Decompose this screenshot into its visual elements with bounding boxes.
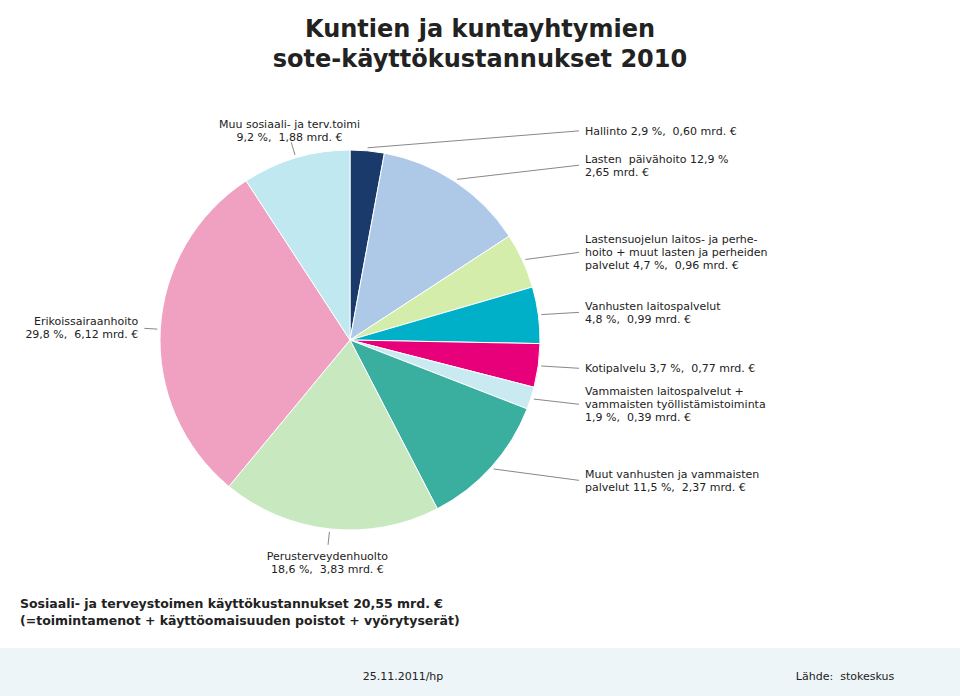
slices	[160, 150, 540, 530]
text-line: Erikoissairaanhoito	[34, 315, 139, 328]
slice-label: Kotipalvelu 3,7 %, 0,77 mrd. €	[585, 362, 755, 375]
text-line: 4,8 %, 0,99 mrd. €	[585, 313, 691, 326]
leader-line	[291, 143, 295, 155]
pie-slice	[350, 287, 540, 344]
text-line: Muut vanhusten ja vammaisten	[585, 468, 759, 481]
leader-line	[541, 366, 579, 368]
footer-band	[0, 648, 960, 696]
leader-line	[541, 312, 579, 314]
slice-label: Vammaisten laitospalvelut +vammaisten ty…	[585, 385, 766, 424]
slice-label: Lasten päivähoito 12,9 %2,65 mrd. €	[585, 153, 728, 179]
leader-line	[534, 399, 579, 404]
title: Kuntien ja kuntayhtymiensote-käyttökusta…	[273, 15, 687, 73]
text-line: Hallinto 2,9 %, 0,60 mrd. €	[585, 125, 737, 138]
text-line: Vammaisten laitospalvelut +	[585, 385, 744, 398]
text-line: palvelut 4,7 %, 0,96 mrd. €	[585, 259, 739, 272]
slice-label: Muut vanhusten ja vammaistenpalvelut 11,…	[585, 468, 759, 494]
leader-line	[457, 165, 579, 179]
slice-group	[160, 150, 540, 530]
text-line: hoito + muut lasten ja perheiden	[585, 246, 767, 259]
text-line: vammaisten työllistämistoiminta	[585, 398, 766, 411]
slice-inner	[160, 150, 540, 530]
footer-note: Lähde: stokeskus	[796, 670, 895, 683]
subtitle: Sosiaali- ja terveystoimen käyttökustann…	[20, 596, 460, 628]
text-line: Muu sosiaali- ja terv.toimi	[219, 118, 360, 131]
text-line: 2,65 mrd. €	[585, 166, 649, 179]
text-line: Kotipalvelu 3,7 %, 0,77 mrd. €	[585, 362, 755, 375]
slice-label: Lastensuojelun laitos- ja perhe-hoito + …	[585, 233, 767, 272]
text-line: palvelut 11,5 %, 2,37 mrd. €	[585, 481, 746, 494]
slice-label: Vanhusten laitospalvelut4,8 %, 0,99 mrd.…	[585, 300, 721, 326]
text-line: Kuntien ja kuntayhtymien	[305, 15, 655, 43]
text-line: (=toimintamenot + käyttöomaisuuden poist…	[20, 613, 460, 628]
leader-line	[328, 532, 329, 545]
text-line: Lasten päivähoito 12,9 %	[585, 153, 728, 166]
text-line: Vanhusten laitospalvelut	[585, 300, 721, 313]
leader-line	[144, 328, 157, 330]
footer-note: 25.11.2011/hp	[363, 670, 444, 683]
leader-line	[368, 131, 579, 148]
slice-label: Hallinto 2,9 %, 0,60 mrd. €	[585, 125, 737, 138]
labels: Perusterveydenhuolto18,6 %, 3,83 mrd. € E…	[25, 118, 767, 576]
chart: Kuntien ja kuntayhtymiensote-käyttökusta…	[0, 0, 960, 696]
text-line: Perusterveydenhuolto	[267, 550, 388, 563]
text-line: 1,9 %, 0,39 mrd. €	[585, 411, 691, 424]
text-line: 29,8 %, 6,12 mrd. €	[25, 328, 138, 341]
text-line: 18,6 %, 3,83 mrd. €	[271, 563, 384, 576]
pie-slice	[246, 150, 350, 340]
text-line: sote-käyttökustannukset 2010	[273, 45, 687, 73]
text-line: Lastensuojelun laitos- ja perhe-	[585, 233, 758, 246]
slice-label: Erikoissairaanhoito29,8 %, 6,12 mrd. €	[25, 315, 138, 341]
text-line: Sosiaali- ja terveystoimen käyttökustann…	[20, 596, 443, 611]
slice-label: Muu sosiaali- ja terv.toimi9,2 %, 1,88 m…	[219, 118, 360, 144]
leader-line	[525, 252, 579, 259]
slice-label: Perusterveydenhuolto18,6 %, 3,83 mrd. €	[267, 550, 388, 576]
text-line: 9,2 %, 1,88 mrd. €	[237, 131, 343, 144]
leader-line	[494, 469, 579, 480]
